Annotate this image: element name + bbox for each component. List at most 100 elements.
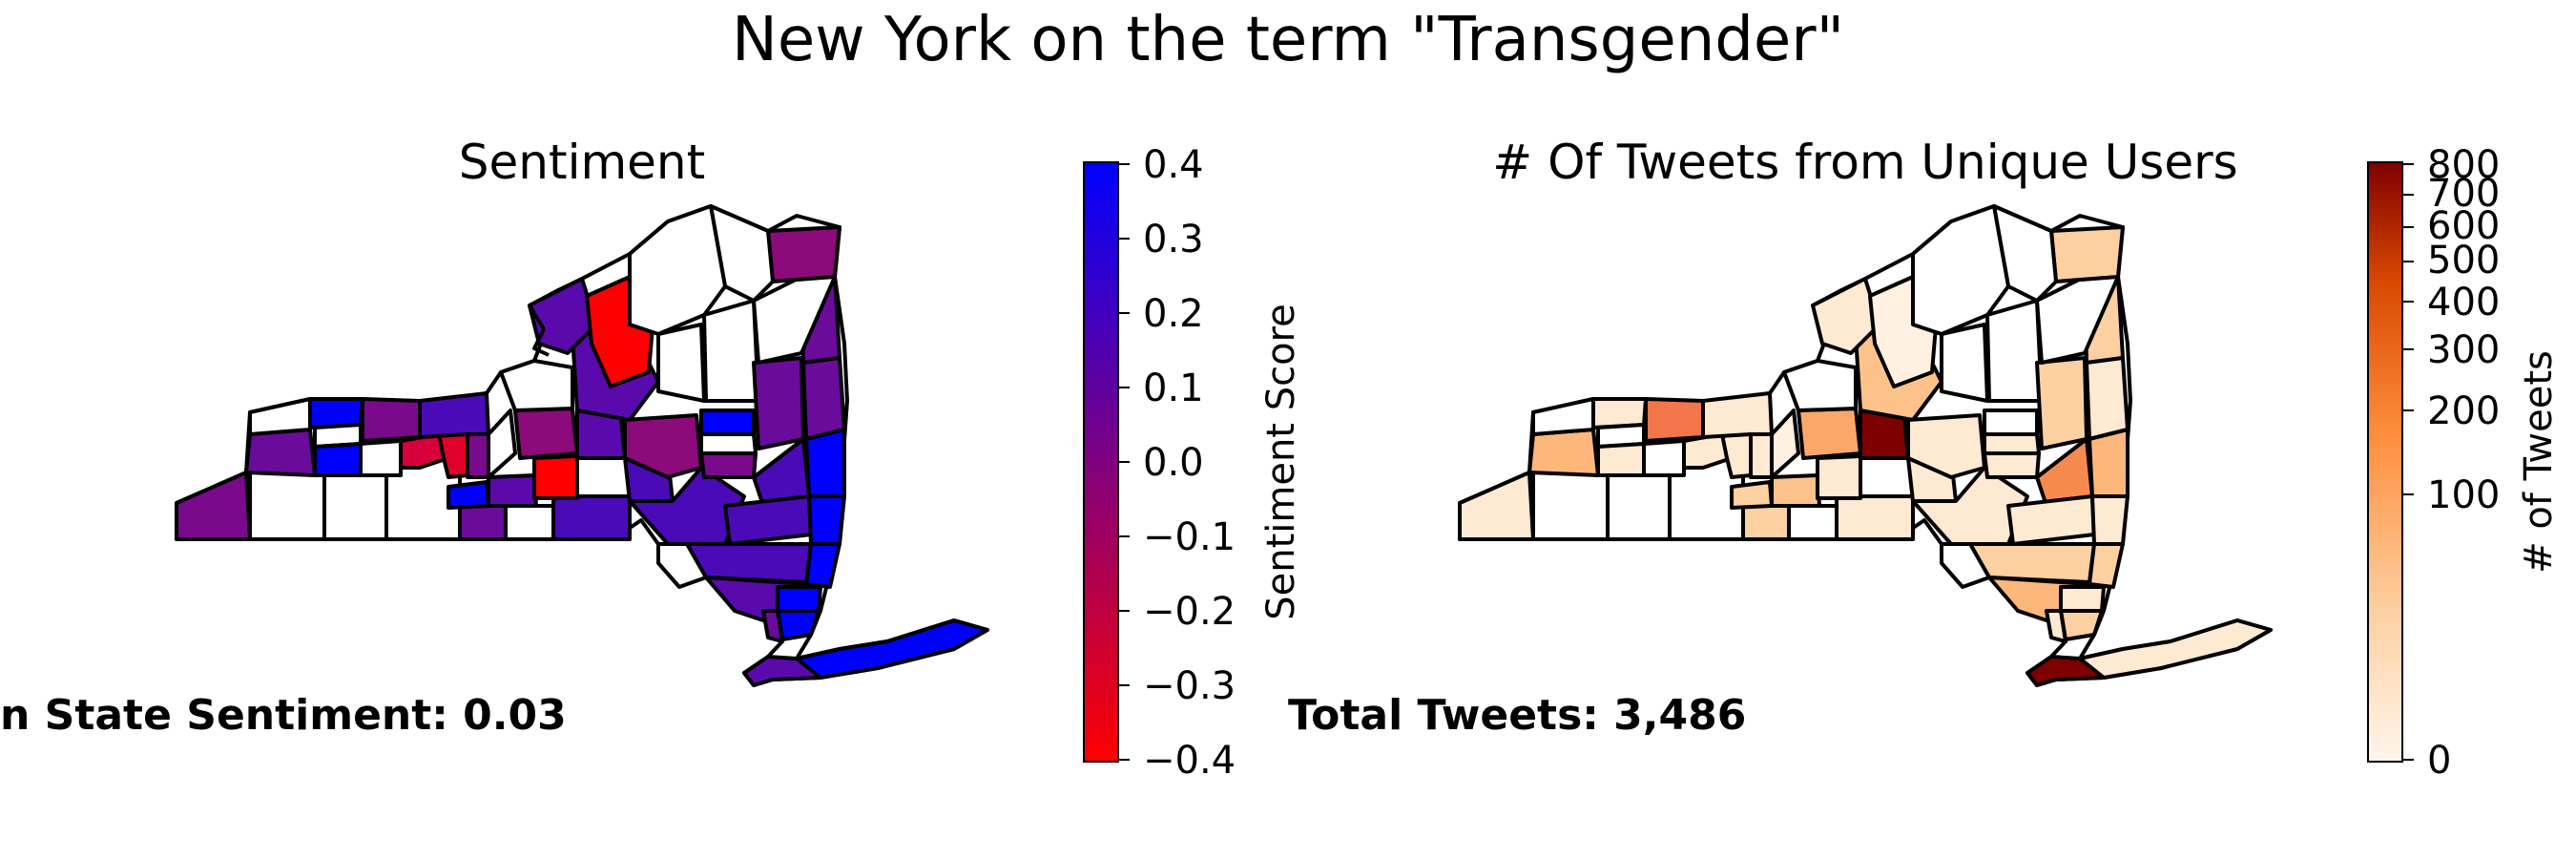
county-oswego: [1782, 359, 1858, 412]
county-otsego: [1906, 413, 1986, 479]
county-schuyler: [447, 480, 490, 510]
county-columbia: [2090, 494, 2129, 546]
county-tompkins: [487, 473, 538, 508]
county-long-island: [2078, 618, 2273, 680]
county-livingston: [359, 439, 403, 477]
county-schoharie: [1983, 451, 2041, 479]
county-schoharie: [699, 451, 758, 479]
tweets-map: [1458, 204, 2273, 687]
county-schuyler: [1730, 480, 1774, 510]
county-greene: [2006, 494, 2096, 546]
sent-tick-4: 0.0: [1143, 441, 1204, 485]
county-westchester: [2059, 609, 2104, 641]
county-onondaga: [513, 407, 579, 460]
county-livingston: [1642, 439, 1686, 477]
county-rensselaer: [2088, 428, 2129, 498]
county-columbia: [807, 494, 846, 546]
thousand-islands: [528, 304, 550, 357]
county-wyoming: [313, 442, 363, 477]
county-nyc: [2025, 655, 2106, 687]
county-tioga: [504, 504, 555, 541]
county-erie: [244, 428, 317, 477]
county-otsego: [623, 413, 703, 479]
total-tweets-stat: Total Tweets: 3,486: [1288, 691, 1747, 740]
county-dutchess: [2088, 542, 2125, 589]
county-onondaga: [1797, 407, 1862, 460]
county-tioga: [1787, 504, 1839, 541]
tweet-tick-400: 400: [2427, 281, 2500, 325]
county-st-lawrence: [628, 204, 727, 336]
sentiment-panel-title: Sentiment: [458, 135, 706, 190]
tweets-colorbar-label: # of Tweets: [2517, 350, 2561, 574]
figure-title: New York on the term "Transgender": [731, 5, 1845, 75]
county-erie: [1527, 428, 1600, 477]
sent-tick-0: 0.4: [1143, 143, 1204, 187]
sent-tick-3: 0.1: [1143, 367, 1204, 410]
sent-tick-6: −0.2: [1143, 590, 1236, 634]
county-nyc: [742, 655, 822, 687]
county-wyoming: [1596, 442, 1646, 477]
county-cortland: [532, 454, 579, 500]
county-chautauqua: [175, 471, 252, 541]
county-hamilton: [702, 299, 760, 403]
tweet-tick-100: 100: [2427, 473, 2500, 517]
county-cortland: [1816, 454, 1862, 500]
county-washington: [2085, 356, 2129, 441]
county-westchester: [776, 609, 821, 641]
county-saratoga: [2035, 356, 2088, 450]
county-cayuga: [487, 409, 517, 479]
county-broome: [1835, 494, 1915, 541]
county-wayne: [1701, 391, 1774, 439]
tweet-tick-300: 300: [2427, 328, 2500, 372]
county-rockland: [2045, 609, 2067, 643]
tweet-tick-700: 700: [2427, 172, 2500, 216]
county-long-island: [795, 618, 989, 680]
county-montgomery: [1983, 432, 2041, 455]
county-niagara: [1531, 397, 1595, 436]
county-fulton: [699, 409, 756, 436]
county-sullivan: [1940, 542, 1991, 589]
tweet-tick-200: 200: [2427, 389, 2500, 433]
county-greene: [723, 494, 813, 546]
county-niagara: [248, 397, 312, 436]
county-wayne: [418, 391, 490, 439]
county-cayuga: [1770, 409, 1800, 479]
county-oswego: [499, 359, 574, 412]
tweet-tick-500: 500: [2427, 239, 2500, 283]
tweets-colorbar: 800 700 600 500 400 300 200 100 0 # of T…: [2367, 143, 2561, 783]
county-montgomery: [699, 432, 758, 455]
county-chemung: [458, 504, 508, 541]
county-cattaraugus: [248, 471, 326, 541]
sent-tick-8: −0.4: [1143, 739, 1236, 783]
tweet-tick-800: 800: [2427, 143, 2500, 187]
tweet-tick-600: 600: [2427, 204, 2500, 248]
sentiment-stat: n State Sentiment: 0.03: [0, 691, 567, 740]
county-rockland: [761, 609, 784, 643]
sentiment-map: [175, 204, 989, 687]
county-herkimer: [1940, 323, 1989, 403]
county-herkimer: [656, 323, 706, 403]
county-tompkins: [1770, 473, 1821, 508]
sent-tick-1: 0.3: [1143, 218, 1204, 262]
sent-tick-7: −0.3: [1143, 664, 1236, 708]
sentiment-colorbar-label: Sentiment Score: [1259, 304, 1303, 620]
county-seneca: [466, 432, 490, 479]
county-clinton: [2049, 225, 2125, 283]
sentiment-colorbar: 0.4 0.3 0.2 0.1 0.0 −0.1 −0.2 −0.3 −0.4 …: [1083, 143, 1303, 783]
county-broome: [551, 494, 632, 541]
county-monroe: [361, 397, 422, 443]
county-allegany: [1606, 471, 1672, 541]
county-washington: [801, 356, 846, 441]
county-clinton: [766, 225, 841, 283]
county-sullivan: [656, 542, 708, 589]
county-putnam: [776, 585, 822, 613]
tweets-panel-title: # Of Tweets from Unique Users: [1492, 135, 2238, 190]
county-cattaraugus: [1531, 471, 1610, 541]
county-fulton: [1983, 409, 2039, 436]
county-seneca: [1749, 432, 1774, 479]
county-jefferson: [1811, 277, 1881, 355]
county-rensselaer: [804, 428, 846, 498]
county-putnam: [2059, 585, 2106, 613]
sent-tick-5: −0.1: [1143, 515, 1236, 559]
